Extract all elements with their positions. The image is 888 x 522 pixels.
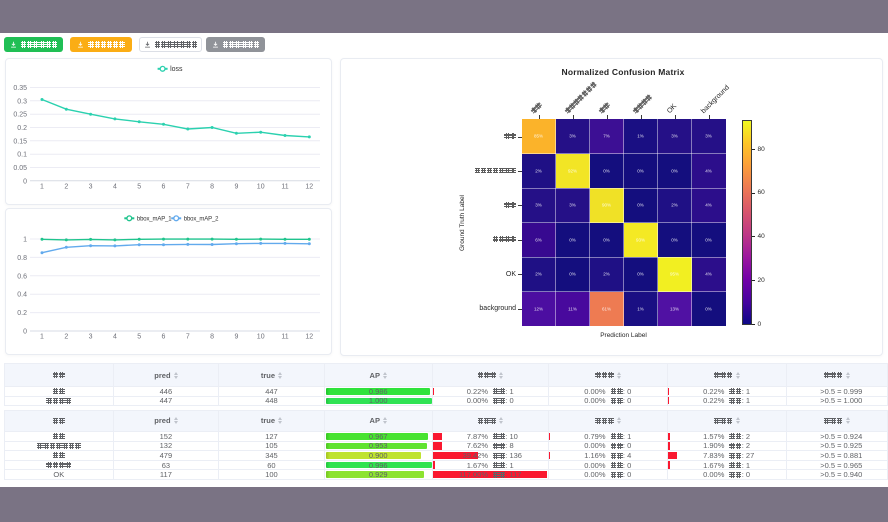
svg-text:8: 8 xyxy=(210,334,214,341)
svg-text:1: 1 xyxy=(23,237,27,244)
svg-text:2: 2 xyxy=(64,334,68,341)
svg-text:7: 7 xyxy=(186,184,190,191)
svg-text:6: 6 xyxy=(162,334,166,341)
svg-text:2: 2 xyxy=(64,184,68,191)
svg-text:11: 11 xyxy=(281,184,288,191)
svg-text:0.15: 0.15 xyxy=(13,138,27,145)
svg-text:0.6: 0.6 xyxy=(17,273,27,280)
svg-text:0.8: 0.8 xyxy=(17,255,27,262)
svg-text:6: 6 xyxy=(162,184,166,191)
svg-text:loss: loss xyxy=(170,66,183,73)
svg-text:7: 7 xyxy=(186,334,190,341)
svg-text:0.4: 0.4 xyxy=(17,292,27,299)
svg-text:5: 5 xyxy=(137,334,141,341)
svg-text:0.2: 0.2 xyxy=(17,125,27,132)
svg-text:bbox_mAP_1: bbox_mAP_1 xyxy=(137,217,172,223)
svg-text:0.35: 0.35 xyxy=(13,85,27,92)
svg-text:11: 11 xyxy=(281,334,288,341)
svg-text:5: 5 xyxy=(137,184,141,191)
svg-text:4: 4 xyxy=(113,184,117,191)
svg-text:1: 1 xyxy=(40,334,44,341)
svg-text:9: 9 xyxy=(234,184,238,191)
svg-text:10: 10 xyxy=(257,334,265,341)
svg-text:1: 1 xyxy=(40,184,44,191)
svg-text:3: 3 xyxy=(89,184,93,191)
svg-text:12: 12 xyxy=(305,334,313,341)
svg-text:4: 4 xyxy=(113,334,117,341)
svg-text:0.25: 0.25 xyxy=(13,112,27,119)
svg-text:0.2: 0.2 xyxy=(17,310,27,317)
svg-text:0.05: 0.05 xyxy=(13,165,27,172)
svg-text:0: 0 xyxy=(23,178,27,185)
svg-text:3: 3 xyxy=(89,334,93,341)
svg-text:0.3: 0.3 xyxy=(17,98,27,105)
svg-text:0: 0 xyxy=(23,329,27,336)
svg-text:10: 10 xyxy=(257,184,265,191)
svg-text:9: 9 xyxy=(234,334,238,341)
svg-text:12: 12 xyxy=(305,184,313,191)
svg-text:bbox_mAP_2: bbox_mAP_2 xyxy=(184,217,219,223)
svg-text:0.1: 0.1 xyxy=(17,152,27,159)
svg-text:8: 8 xyxy=(210,184,214,191)
